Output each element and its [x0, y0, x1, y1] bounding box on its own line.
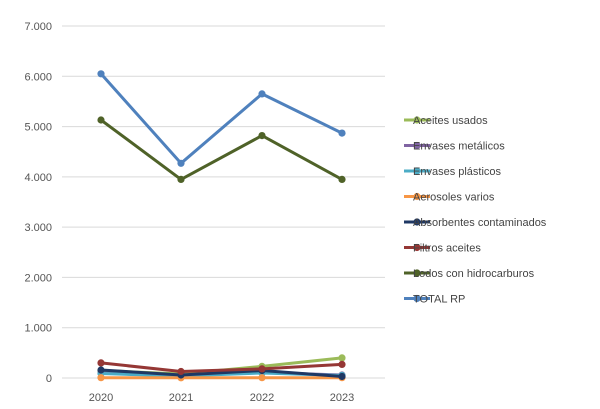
legend-label: Envases metálicos — [413, 141, 505, 153]
legend-label: TOTAL RP — [413, 294, 465, 306]
legend-label: Aerosoles varios — [413, 192, 495, 204]
data-point — [338, 175, 346, 183]
data-point — [258, 374, 266, 382]
y-tick-label: 3.000 — [24, 222, 52, 234]
legend-label: Envases plásticos — [413, 166, 502, 178]
legend-item: Filtros aceites — [404, 243, 481, 255]
x-axis-tick-labels: 2020 2021 2022 2023 — [89, 392, 354, 404]
y-tick-label: 2.000 — [24, 272, 52, 284]
series-line — [100, 368, 343, 378]
legend: Aceites usados Envases metálicos Envases p… — [404, 115, 547, 306]
legend-item: Aerosoles varios — [404, 192, 495, 204]
x-tick-label: 2021 — [169, 392, 193, 404]
x-tick-label: 2020 — [89, 392, 113, 404]
data-point — [177, 175, 185, 183]
legend-swatch-marker — [413, 141, 421, 150]
data-point — [97, 70, 105, 78]
data-point — [97, 116, 105, 124]
legend-item: Aceites usados — [404, 115, 488, 127]
series-4 — [97, 366, 346, 381]
y-tick-label: 5.000 — [24, 122, 52, 134]
data-point — [258, 365, 266, 373]
legend-item: Envases plásticos — [404, 166, 502, 178]
y-axis-tick-labels: 0 1.000 2.000 3.000 4.000 5.000 6.000 7.000 — [24, 21, 52, 385]
data-point — [338, 129, 346, 137]
legend-label: Filtros aceites — [413, 243, 481, 255]
legend-label: Aceites usados — [413, 115, 488, 127]
data-point — [338, 372, 346, 381]
y-tick-label: 0 — [46, 373, 52, 385]
data-point — [338, 354, 346, 362]
legend-swatch-marker — [413, 243, 421, 252]
y-tick-label: 6.000 — [24, 71, 52, 83]
data-point — [97, 359, 105, 367]
data-point — [338, 360, 346, 368]
legend-swatch-marker — [413, 167, 421, 175]
y-tick-label: 7.000 — [24, 21, 52, 33]
y-tick-label: 4.000 — [24, 172, 52, 184]
series-6 — [97, 116, 346, 183]
series-line — [99, 72, 343, 165]
x-tick-label: 2023 — [330, 392, 354, 404]
legend-label: Absorbentes contaminados — [413, 217, 547, 229]
legend-item: Absorbentes contaminados — [404, 217, 547, 229]
data-point — [258, 90, 266, 98]
data-point — [177, 367, 185, 376]
x-tick-label: 2022 — [250, 392, 274, 404]
y-tick-label: 1.000 — [24, 323, 52, 335]
series-line — [100, 118, 343, 181]
series-5 — [97, 359, 346, 376]
data-point — [177, 159, 185, 167]
gridlines — [62, 25, 385, 379]
legend-swatch-marker — [413, 294, 421, 303]
legend-label: Lodos con hidrocarburos — [413, 268, 535, 280]
legend-swatch-marker — [413, 192, 421, 201]
data-point — [258, 132, 266, 140]
series-7 — [97, 70, 346, 167]
legend-swatch-marker — [413, 269, 421, 277]
data-point — [97, 374, 105, 382]
data-point — [97, 366, 105, 374]
legend-swatch-marker — [413, 218, 421, 226]
legend-swatch-marker — [413, 116, 421, 124]
series-lines — [97, 70, 346, 382]
legend-item: Lodos con hidrocarburos — [404, 268, 535, 280]
legend-item: Envases metálicos — [404, 141, 505, 153]
legend-item: TOTAL RP — [404, 294, 465, 306]
series-line — [100, 361, 343, 373]
